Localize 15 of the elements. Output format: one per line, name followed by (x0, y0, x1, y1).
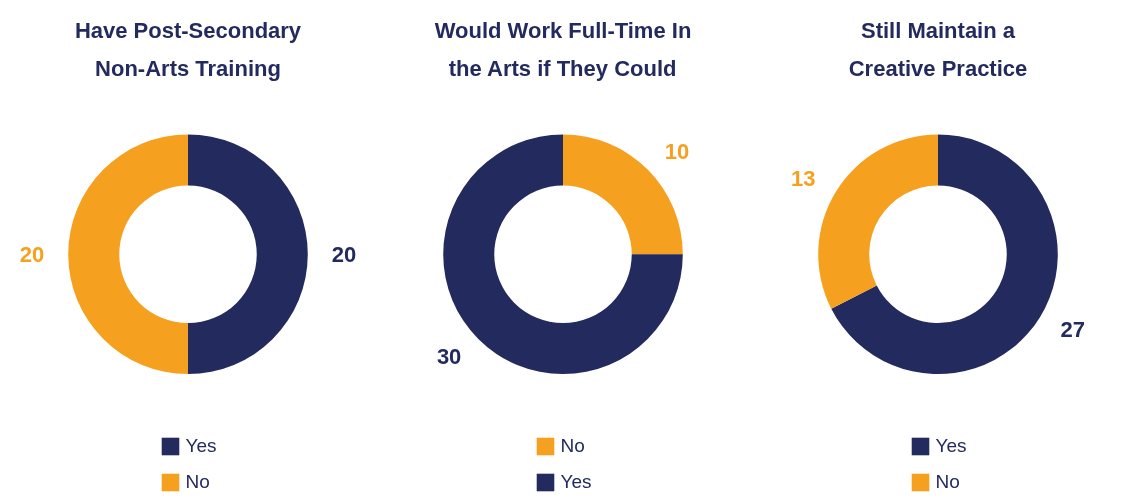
legend-label: No (935, 471, 960, 493)
data-label: 13 (790, 166, 816, 192)
legend-label: Yes (935, 435, 967, 457)
legend-label: No (560, 435, 585, 457)
data-label: 20 (331, 241, 357, 267)
legend-label: Yes (560, 471, 592, 493)
chart-title: Have Post-Secondary Non-Arts Training (74, 18, 302, 81)
data-label: 10 (664, 139, 690, 165)
chart-title: Would Work Full-Time In the Arts if They Could (434, 18, 692, 81)
legend-label: Yes (185, 435, 217, 457)
data-label: 20 (19, 241, 45, 267)
legend-label: No (185, 471, 210, 493)
data-label: 30 (436, 344, 462, 370)
data-label: 27 (1060, 317, 1086, 343)
chart-title: Still Maintain a Creative Practice (848, 18, 1028, 81)
